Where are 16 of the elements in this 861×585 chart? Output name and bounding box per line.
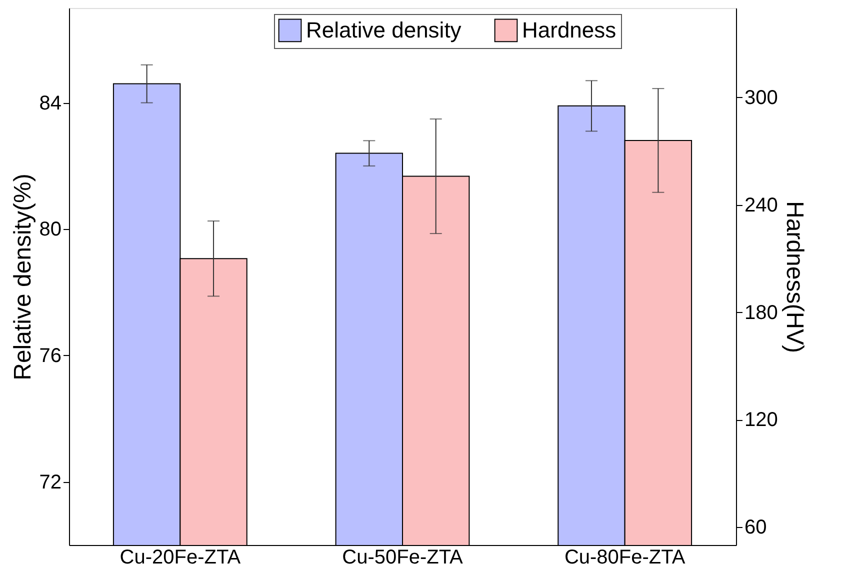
- x-tick-label: Cu-50Fe-ZTA: [342, 546, 464, 568]
- legend-label: Relative density: [306, 17, 462, 42]
- y2-tick-label: 120: [744, 409, 778, 432]
- y-tick-label: 76: [39, 344, 62, 367]
- y-tick-label: 84: [39, 92, 62, 114]
- x-tick-label: Cu-20Fe-ZTA: [120, 546, 242, 568]
- y2-axis-title: Hardness(HV): [780, 200, 808, 354]
- legend-label: Hardness: [522, 17, 616, 42]
- y2-tick-label: 60: [744, 516, 767, 539]
- y-axis-title: Relative density(%): [9, 174, 36, 380]
- x-tick-label: Cu-80Fe-ZTA: [564, 546, 686, 568]
- y2-tick-label: 300: [744, 87, 778, 109]
- y2-tick-label: 240: [744, 194, 778, 216]
- y2-tick-label: 180: [744, 302, 778, 324]
- y-tick-label: 72: [39, 471, 62, 494]
- y-tick-label: 80: [39, 218, 62, 241]
